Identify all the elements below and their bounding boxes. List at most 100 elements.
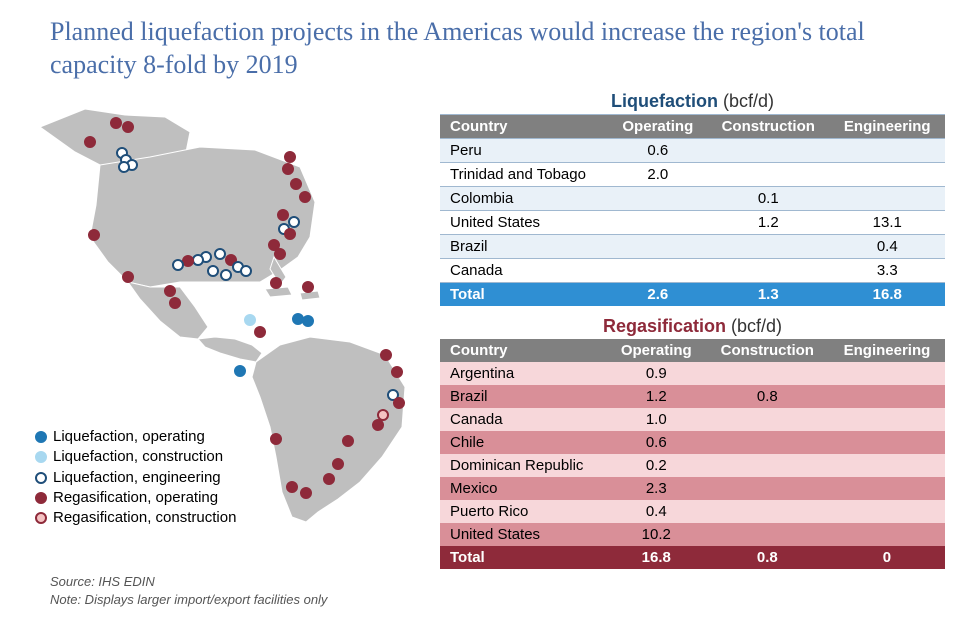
- map-marker: [110, 117, 122, 129]
- table-row: United States10.2: [440, 523, 945, 546]
- value-cell: [829, 431, 945, 454]
- legend-label: Liquefaction, engineering: [53, 468, 221, 488]
- table-row: Argentina0.9: [440, 362, 945, 385]
- content-area: Liquefaction, operatingLiquefaction, con…: [0, 87, 955, 569]
- regasification-table: CountryOperatingConstructionEngineeringA…: [440, 339, 945, 569]
- value-cell: [706, 408, 829, 431]
- value-cell: 2.0: [609, 163, 707, 187]
- value-cell: 3.3: [830, 259, 945, 283]
- legend-dot-icon: [35, 451, 47, 463]
- map-legend: Liquefaction, operatingLiquefaction, con…: [35, 427, 236, 528]
- map-marker: [342, 435, 354, 447]
- legend-item: Liquefaction, engineering: [35, 468, 236, 488]
- value-cell: [829, 500, 945, 523]
- map-marker: [290, 178, 302, 190]
- table-row: Peru0.6: [440, 139, 945, 163]
- country-cell: Trinidad and Tobago: [440, 163, 609, 187]
- country-cell: United States: [440, 523, 607, 546]
- value-cell: 0.9: [607, 362, 706, 385]
- value-cell: [829, 454, 945, 477]
- map-marker: [84, 136, 96, 148]
- legend-label: Liquefaction, construction: [53, 447, 223, 467]
- value-cell: 1.2: [707, 211, 830, 235]
- map-marker: [244, 314, 256, 326]
- legend-item: Regasification, operating: [35, 488, 236, 508]
- column-header: Construction: [706, 339, 829, 362]
- map-panel: Liquefaction, operatingLiquefaction, con…: [30, 87, 430, 569]
- total-label: Total: [440, 546, 607, 569]
- country-cell: Chile: [440, 431, 607, 454]
- value-cell: [706, 362, 829, 385]
- country-cell: Brazil: [440, 235, 609, 259]
- legend-item: Liquefaction, construction: [35, 447, 236, 467]
- legend-dot-icon: [35, 472, 47, 484]
- total-label: Total: [440, 283, 609, 307]
- value-cell: [609, 211, 707, 235]
- column-header: Engineering: [830, 115, 945, 139]
- legend-label: Regasification, operating: [53, 488, 218, 508]
- value-cell: [830, 163, 945, 187]
- table-row: Puerto Rico0.4: [440, 500, 945, 523]
- column-header: Country: [440, 115, 609, 139]
- total-row: Total2.61.316.8: [440, 283, 945, 307]
- value-cell: [829, 523, 945, 546]
- map-marker: [393, 397, 405, 409]
- value-cell: 1.0: [607, 408, 706, 431]
- value-cell: 0.6: [609, 139, 707, 163]
- total-value: 2.6: [609, 283, 707, 307]
- map-marker: [284, 151, 296, 163]
- map-marker: [302, 281, 314, 293]
- value-cell: [706, 523, 829, 546]
- legend-dot-icon: [35, 492, 47, 504]
- value-cell: [609, 235, 707, 259]
- table-row: Trinidad and Tobago2.0: [440, 163, 945, 187]
- value-cell: [707, 259, 830, 283]
- value-cell: 0.4: [830, 235, 945, 259]
- regasification-title: Regasification (bcf/d): [440, 316, 945, 337]
- map-marker: [270, 277, 282, 289]
- map-marker: [332, 458, 344, 470]
- column-header: Country: [440, 339, 607, 362]
- map-marker: [240, 265, 252, 277]
- map-marker: [277, 209, 289, 221]
- column-header: Engineering: [829, 339, 945, 362]
- value-cell: 1.2: [607, 385, 706, 408]
- table-row: Brazil1.20.8: [440, 385, 945, 408]
- value-cell: [829, 362, 945, 385]
- value-cell: [830, 139, 945, 163]
- country-cell: Mexico: [440, 477, 607, 500]
- value-cell: [829, 408, 945, 431]
- map-marker: [300, 487, 312, 499]
- regas-title-strong: Regasification: [603, 316, 726, 336]
- liq-title-unit: (bcf/d): [723, 91, 774, 111]
- table-row: Canada1.0: [440, 408, 945, 431]
- regas-title-unit: (bcf/d): [731, 316, 782, 336]
- value-cell: [829, 477, 945, 500]
- column-header: Operating: [607, 339, 706, 362]
- map-marker: [286, 481, 298, 493]
- value-cell: [707, 163, 830, 187]
- value-cell: 13.1: [830, 211, 945, 235]
- map-marker: [172, 259, 184, 271]
- map-marker: [220, 269, 232, 281]
- liquefaction-table: CountryOperatingConstructionEngineeringP…: [440, 114, 945, 306]
- total-value: 16.8: [607, 546, 706, 569]
- tables-panel: Liquefaction (bcf/d) CountryOperatingCon…: [430, 87, 945, 569]
- value-cell: [830, 187, 945, 211]
- table-row: Brazil 0.4: [440, 235, 945, 259]
- value-cell: 0.4: [607, 500, 706, 523]
- total-value: 1.3: [707, 283, 830, 307]
- footnotes: Source: IHS EDIN Note: Displays larger i…: [0, 573, 955, 608]
- value-cell: 0.1: [707, 187, 830, 211]
- map-marker: [288, 216, 300, 228]
- map-marker: [323, 473, 335, 485]
- value-cell: [707, 235, 830, 259]
- title-text: Planned liquefaction projects in the Ame…: [50, 17, 865, 79]
- country-cell: United States: [440, 211, 609, 235]
- map-marker: [122, 271, 134, 283]
- liquefaction-title: Liquefaction (bcf/d): [440, 91, 945, 112]
- legend-dot-icon: [35, 431, 47, 443]
- map-marker: [118, 161, 130, 173]
- map-marker: [169, 297, 181, 309]
- map-marker: [274, 248, 286, 260]
